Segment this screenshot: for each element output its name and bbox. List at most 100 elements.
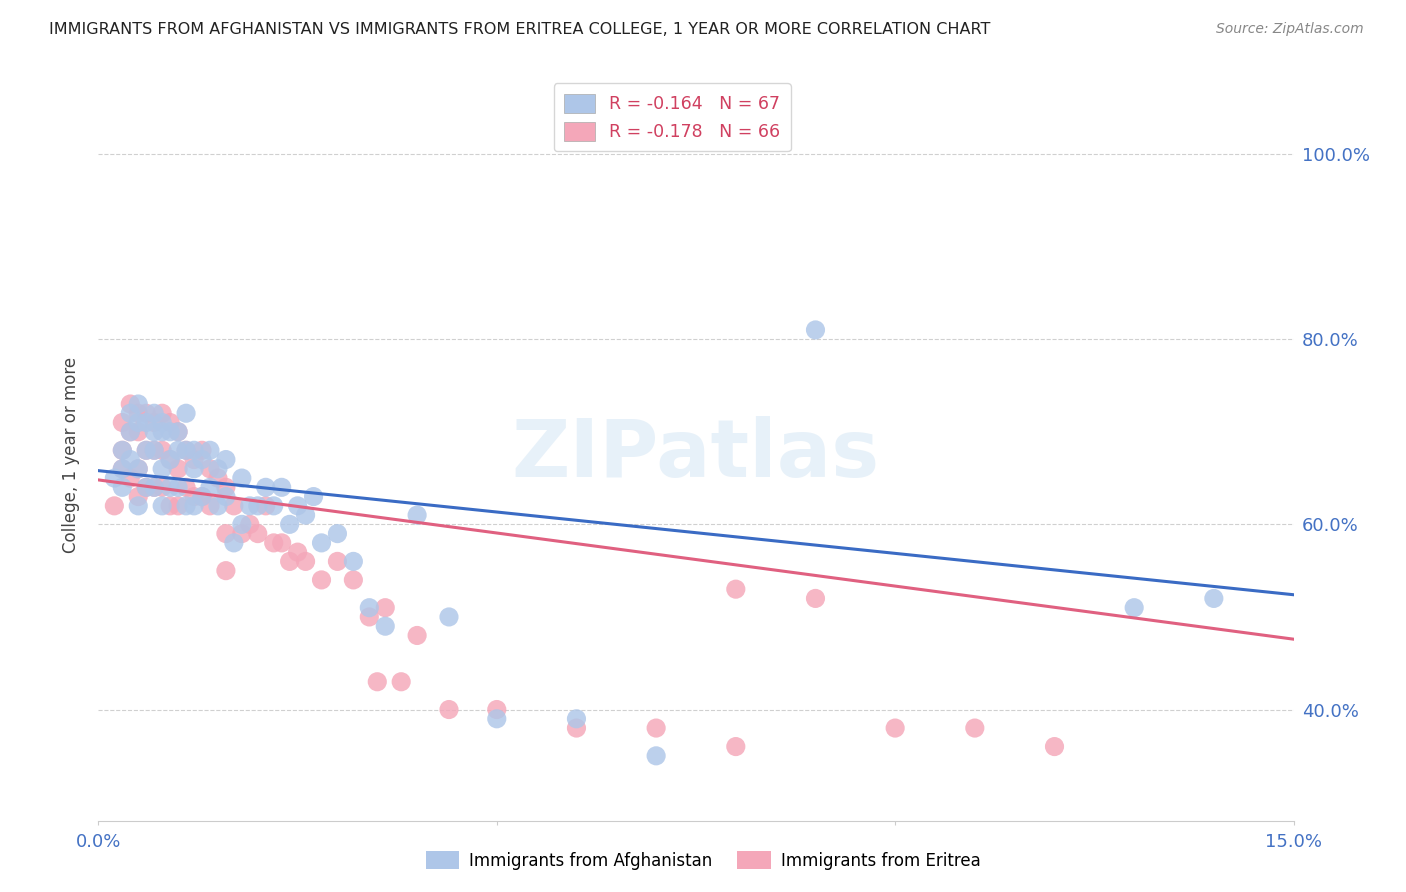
Point bbox=[270, 480, 292, 494]
Point bbox=[143, 480, 166, 494]
Point bbox=[127, 416, 149, 430]
Point bbox=[111, 480, 134, 494]
Point bbox=[120, 471, 142, 485]
Point bbox=[222, 536, 245, 550]
Point bbox=[111, 416, 134, 430]
Point bbox=[239, 517, 262, 532]
Point bbox=[111, 462, 134, 476]
Point bbox=[159, 452, 181, 467]
Point bbox=[1043, 739, 1066, 754]
Point bbox=[804, 323, 827, 337]
Text: ZIPatlas: ZIPatlas bbox=[512, 416, 880, 494]
Point bbox=[143, 416, 166, 430]
Point bbox=[342, 573, 364, 587]
Point bbox=[183, 443, 205, 458]
Point bbox=[366, 674, 388, 689]
Point bbox=[215, 490, 238, 504]
Point bbox=[198, 443, 221, 458]
Point bbox=[111, 462, 134, 476]
Point bbox=[359, 600, 381, 615]
Point bbox=[239, 499, 262, 513]
Point bbox=[374, 600, 396, 615]
Point bbox=[565, 721, 588, 735]
Point bbox=[120, 425, 142, 439]
Point bbox=[374, 619, 396, 633]
Point bbox=[159, 480, 181, 494]
Point bbox=[278, 554, 301, 568]
Y-axis label: College, 1 year or more: College, 1 year or more bbox=[62, 357, 80, 553]
Point bbox=[342, 554, 364, 568]
Point bbox=[207, 462, 229, 476]
Point bbox=[263, 536, 285, 550]
Point bbox=[246, 526, 269, 541]
Point bbox=[150, 462, 173, 476]
Point bbox=[174, 480, 197, 494]
Point bbox=[231, 471, 253, 485]
Point bbox=[174, 443, 197, 458]
Point bbox=[127, 462, 149, 476]
Point bbox=[174, 443, 197, 458]
Point bbox=[294, 554, 316, 568]
Text: IMMIGRANTS FROM AFGHANISTAN VS IMMIGRANTS FROM ERITREA COLLEGE, 1 YEAR OR MORE C: IMMIGRANTS FROM AFGHANISTAN VS IMMIGRANT… bbox=[49, 22, 991, 37]
Point bbox=[302, 490, 325, 504]
Point bbox=[326, 554, 349, 568]
Point bbox=[135, 480, 157, 494]
Point bbox=[135, 443, 157, 458]
Point bbox=[254, 480, 277, 494]
Point bbox=[127, 397, 149, 411]
Point bbox=[143, 425, 166, 439]
Point bbox=[724, 582, 747, 597]
Point bbox=[215, 564, 238, 578]
Point bbox=[485, 712, 508, 726]
Point bbox=[150, 480, 173, 494]
Point bbox=[150, 499, 173, 513]
Point bbox=[127, 462, 149, 476]
Point bbox=[127, 406, 149, 420]
Point bbox=[111, 443, 134, 458]
Legend: Immigrants from Afghanistan, Immigrants from Eritrea: Immigrants from Afghanistan, Immigrants … bbox=[419, 845, 987, 877]
Point bbox=[198, 499, 221, 513]
Point bbox=[183, 452, 205, 467]
Point bbox=[135, 406, 157, 420]
Point bbox=[150, 425, 173, 439]
Point bbox=[270, 536, 292, 550]
Point bbox=[150, 406, 173, 420]
Point bbox=[159, 499, 181, 513]
Point bbox=[287, 545, 309, 559]
Point bbox=[150, 443, 173, 458]
Point bbox=[103, 471, 125, 485]
Point bbox=[143, 443, 166, 458]
Point bbox=[287, 499, 309, 513]
Point bbox=[191, 452, 214, 467]
Point bbox=[207, 499, 229, 513]
Point bbox=[174, 499, 197, 513]
Point bbox=[1123, 600, 1146, 615]
Point bbox=[645, 748, 668, 763]
Point bbox=[191, 443, 214, 458]
Point bbox=[645, 721, 668, 735]
Point bbox=[437, 702, 460, 716]
Legend: R = -0.164   N = 67, R = -0.178   N = 66: R = -0.164 N = 67, R = -0.178 N = 66 bbox=[554, 83, 790, 152]
Point bbox=[311, 573, 333, 587]
Point bbox=[183, 490, 205, 504]
Point bbox=[167, 425, 190, 439]
Point bbox=[127, 499, 149, 513]
Point bbox=[485, 702, 508, 716]
Point bbox=[183, 462, 205, 476]
Point bbox=[215, 480, 238, 494]
Point bbox=[120, 425, 142, 439]
Point bbox=[278, 517, 301, 532]
Point bbox=[263, 499, 285, 513]
Point bbox=[884, 721, 907, 735]
Point bbox=[159, 452, 181, 467]
Point bbox=[724, 739, 747, 754]
Point bbox=[406, 628, 429, 642]
Point bbox=[254, 499, 277, 513]
Point bbox=[963, 721, 986, 735]
Point bbox=[406, 508, 429, 522]
Point bbox=[120, 397, 142, 411]
Point bbox=[215, 452, 238, 467]
Point bbox=[159, 425, 181, 439]
Point bbox=[167, 425, 190, 439]
Point bbox=[389, 674, 412, 689]
